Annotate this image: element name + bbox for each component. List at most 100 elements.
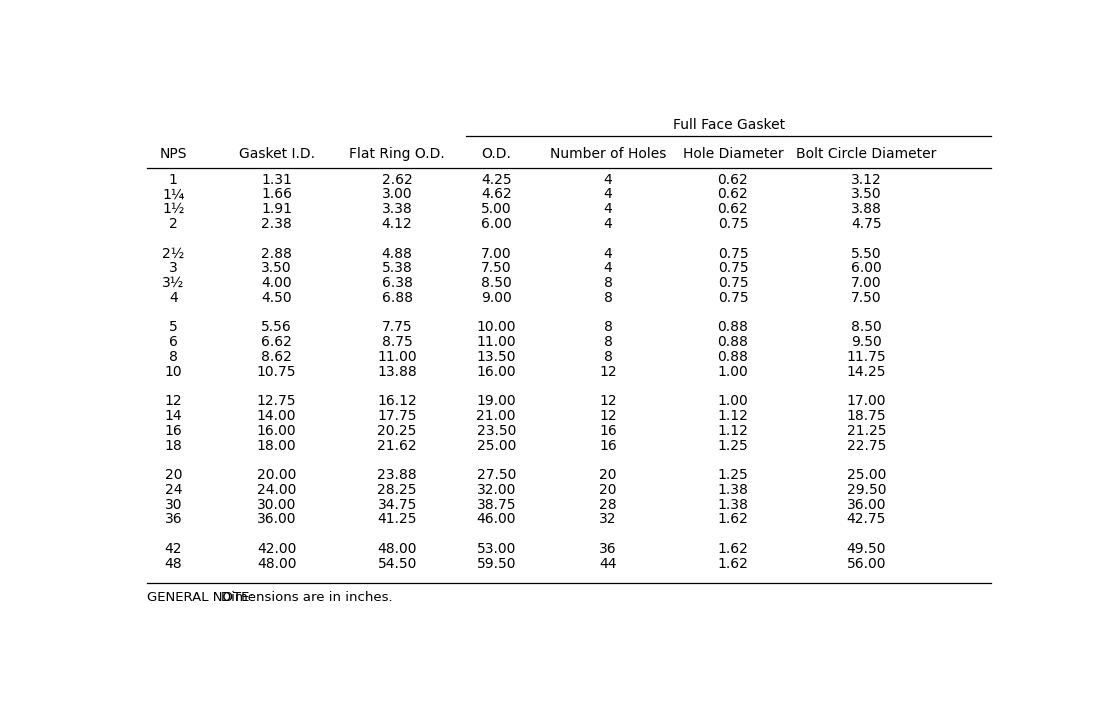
Text: 19.00: 19.00 [477, 395, 516, 408]
Text: 3.88: 3.88 [851, 202, 882, 216]
Text: 11.00: 11.00 [477, 335, 516, 349]
Text: 42.75: 42.75 [847, 513, 887, 526]
Text: 41.25: 41.25 [378, 513, 417, 526]
Text: 36.00: 36.00 [847, 498, 887, 512]
Text: 10.00: 10.00 [477, 320, 516, 334]
Text: 1.62: 1.62 [718, 542, 749, 556]
Text: 5.56: 5.56 [261, 320, 292, 334]
Text: 1½: 1½ [162, 202, 184, 216]
Text: 4.88: 4.88 [382, 246, 412, 261]
Text: 2.62: 2.62 [382, 173, 412, 187]
Text: 8.50: 8.50 [481, 276, 511, 290]
Text: 4: 4 [603, 202, 612, 216]
Text: 54.50: 54.50 [378, 557, 417, 571]
Text: 18.00: 18.00 [257, 439, 297, 453]
Text: Dimensions are in inches.: Dimensions are in inches. [221, 591, 392, 604]
Text: GENERAL NOTE:: GENERAL NOTE: [148, 591, 254, 604]
Text: 7.50: 7.50 [851, 291, 882, 305]
Text: 5.50: 5.50 [851, 246, 882, 261]
Text: 8: 8 [603, 276, 612, 290]
Text: NPS: NPS [160, 147, 187, 161]
Text: 42: 42 [164, 542, 182, 556]
Text: 49.50: 49.50 [847, 542, 887, 556]
Text: 21.62: 21.62 [378, 439, 417, 453]
Text: 8: 8 [603, 291, 612, 305]
Text: 12: 12 [599, 395, 617, 408]
Text: 1.38: 1.38 [718, 483, 749, 497]
Text: 20: 20 [164, 468, 182, 482]
Text: 2.38: 2.38 [261, 217, 292, 231]
Text: 16: 16 [164, 424, 182, 437]
Text: 25.00: 25.00 [477, 439, 516, 453]
Text: 25.00: 25.00 [847, 468, 887, 482]
Text: 1.25: 1.25 [718, 468, 749, 482]
Text: 10.75: 10.75 [257, 364, 297, 379]
Text: 4: 4 [603, 217, 612, 231]
Text: 6.88: 6.88 [382, 291, 412, 305]
Text: 12: 12 [599, 364, 617, 379]
Text: 0.88: 0.88 [718, 350, 749, 364]
Text: 29.50: 29.50 [847, 483, 887, 497]
Text: 6.00: 6.00 [851, 261, 882, 275]
Text: 34.75: 34.75 [378, 498, 417, 512]
Text: 1.62: 1.62 [718, 513, 749, 526]
Text: 28: 28 [599, 498, 617, 512]
Text: 11.75: 11.75 [847, 350, 887, 364]
Text: 21.00: 21.00 [477, 409, 516, 423]
Text: 16: 16 [599, 439, 617, 453]
Text: 3.38: 3.38 [382, 202, 412, 216]
Text: 32.00: 32.00 [477, 483, 516, 497]
Text: 4.75: 4.75 [851, 217, 882, 231]
Text: 4.25: 4.25 [481, 173, 511, 187]
Text: 5.00: 5.00 [481, 202, 511, 216]
Text: 9.00: 9.00 [481, 291, 511, 305]
Text: 20: 20 [599, 483, 617, 497]
Text: Hole Diameter: Hole Diameter [682, 147, 783, 161]
Text: 6.38: 6.38 [382, 276, 412, 290]
Text: 2.88: 2.88 [261, 246, 292, 261]
Text: 0.88: 0.88 [718, 320, 749, 334]
Text: 4: 4 [603, 246, 612, 261]
Text: 1¼: 1¼ [162, 188, 184, 201]
Text: 38.75: 38.75 [477, 498, 516, 512]
Text: 9.50: 9.50 [851, 335, 882, 349]
Text: Number of Holes: Number of Holes [550, 147, 667, 161]
Text: 5: 5 [169, 320, 178, 334]
Text: 1.66: 1.66 [261, 188, 292, 201]
Text: 56.00: 56.00 [847, 557, 887, 571]
Text: 48: 48 [164, 557, 182, 571]
Text: 7.75: 7.75 [382, 320, 412, 334]
Text: 17.00: 17.00 [847, 395, 887, 408]
Text: 36: 36 [599, 542, 617, 556]
Text: 4: 4 [603, 173, 612, 187]
Text: 4: 4 [169, 291, 178, 305]
Text: 59.50: 59.50 [477, 557, 516, 571]
Text: 8.50: 8.50 [851, 320, 882, 334]
Text: 10: 10 [164, 364, 182, 379]
Text: 14.00: 14.00 [257, 409, 297, 423]
Text: 1.91: 1.91 [261, 202, 292, 216]
Text: 14.25: 14.25 [847, 364, 887, 379]
Text: 0.75: 0.75 [718, 291, 749, 305]
Text: 4.00: 4.00 [261, 276, 292, 290]
Text: 23.88: 23.88 [378, 468, 417, 482]
Text: 5.38: 5.38 [382, 261, 412, 275]
Text: Bolt Circle Diameter: Bolt Circle Diameter [797, 147, 937, 161]
Text: 8: 8 [603, 350, 612, 364]
Text: 20.00: 20.00 [257, 468, 297, 482]
Text: 36.00: 36.00 [257, 513, 297, 526]
Text: 18.75: 18.75 [847, 409, 887, 423]
Text: 22.75: 22.75 [847, 439, 887, 453]
Text: 4.50: 4.50 [261, 291, 292, 305]
Text: Gasket I.D.: Gasket I.D. [239, 147, 314, 161]
Text: 32: 32 [599, 513, 617, 526]
Text: 21.25: 21.25 [847, 424, 887, 437]
Text: 23.50: 23.50 [477, 424, 516, 437]
Text: 3.50: 3.50 [851, 188, 882, 201]
Text: 16.00: 16.00 [257, 424, 297, 437]
Text: 16: 16 [599, 424, 617, 437]
Text: 8: 8 [603, 335, 612, 349]
Text: 1.62: 1.62 [718, 557, 749, 571]
Text: 46.00: 46.00 [477, 513, 516, 526]
Text: 1.12: 1.12 [718, 409, 749, 423]
